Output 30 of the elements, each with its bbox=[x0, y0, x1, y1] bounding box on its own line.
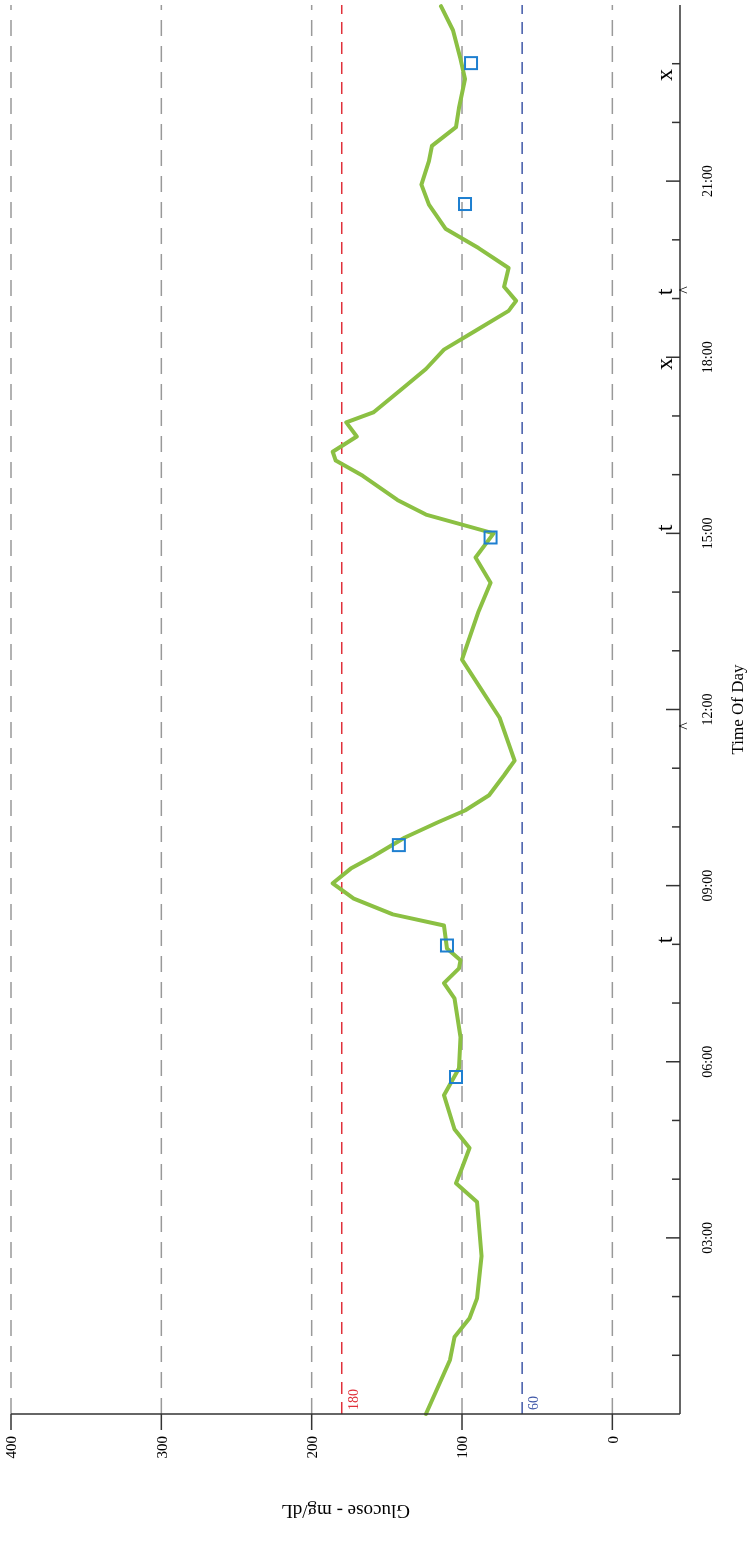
point bbox=[464, 56, 479, 71]
ref-line-label: 60 bbox=[526, 1396, 542, 1410]
annotation: x bbox=[651, 69, 678, 81]
point bbox=[458, 197, 473, 212]
annotation: x bbox=[651, 358, 678, 370]
point bbox=[483, 530, 498, 545]
annotation: t bbox=[651, 936, 678, 944]
y-tick-label: 12:00 bbox=[700, 693, 715, 726]
x-axis-title: Glucose - mg/dL bbox=[281, 1501, 410, 1522]
x-tick-label: 400 bbox=[3, 1436, 20, 1459]
x-tick-label: 0 bbox=[604, 1436, 621, 1444]
x-tick-label: 200 bbox=[303, 1436, 320, 1459]
y-tick-label: 03:00 bbox=[700, 1221, 715, 1254]
y-axis-title: Time Of Day bbox=[728, 663, 747, 755]
point bbox=[391, 838, 406, 853]
annotation: ^ bbox=[675, 285, 693, 294]
annotation: ^ bbox=[675, 721, 693, 730]
x-tick-label: 300 bbox=[153, 1436, 170, 1459]
y-tick-label: 18:00 bbox=[700, 341, 715, 374]
y-tick-label: 15:00 bbox=[700, 517, 715, 550]
x-tick-label: 100 bbox=[454, 1436, 471, 1459]
ref-line-label: 180 bbox=[345, 1389, 361, 1410]
point bbox=[439, 938, 454, 953]
annotation: t bbox=[651, 288, 678, 296]
y-tick-label: 21:00 bbox=[700, 165, 715, 198]
y-tick-label: 09:00 bbox=[700, 869, 715, 902]
line-series bbox=[330, 4, 519, 1416]
annotation: t bbox=[651, 524, 678, 532]
point bbox=[449, 1070, 463, 1085]
y-tick-label: 06:00 bbox=[700, 1045, 715, 1078]
